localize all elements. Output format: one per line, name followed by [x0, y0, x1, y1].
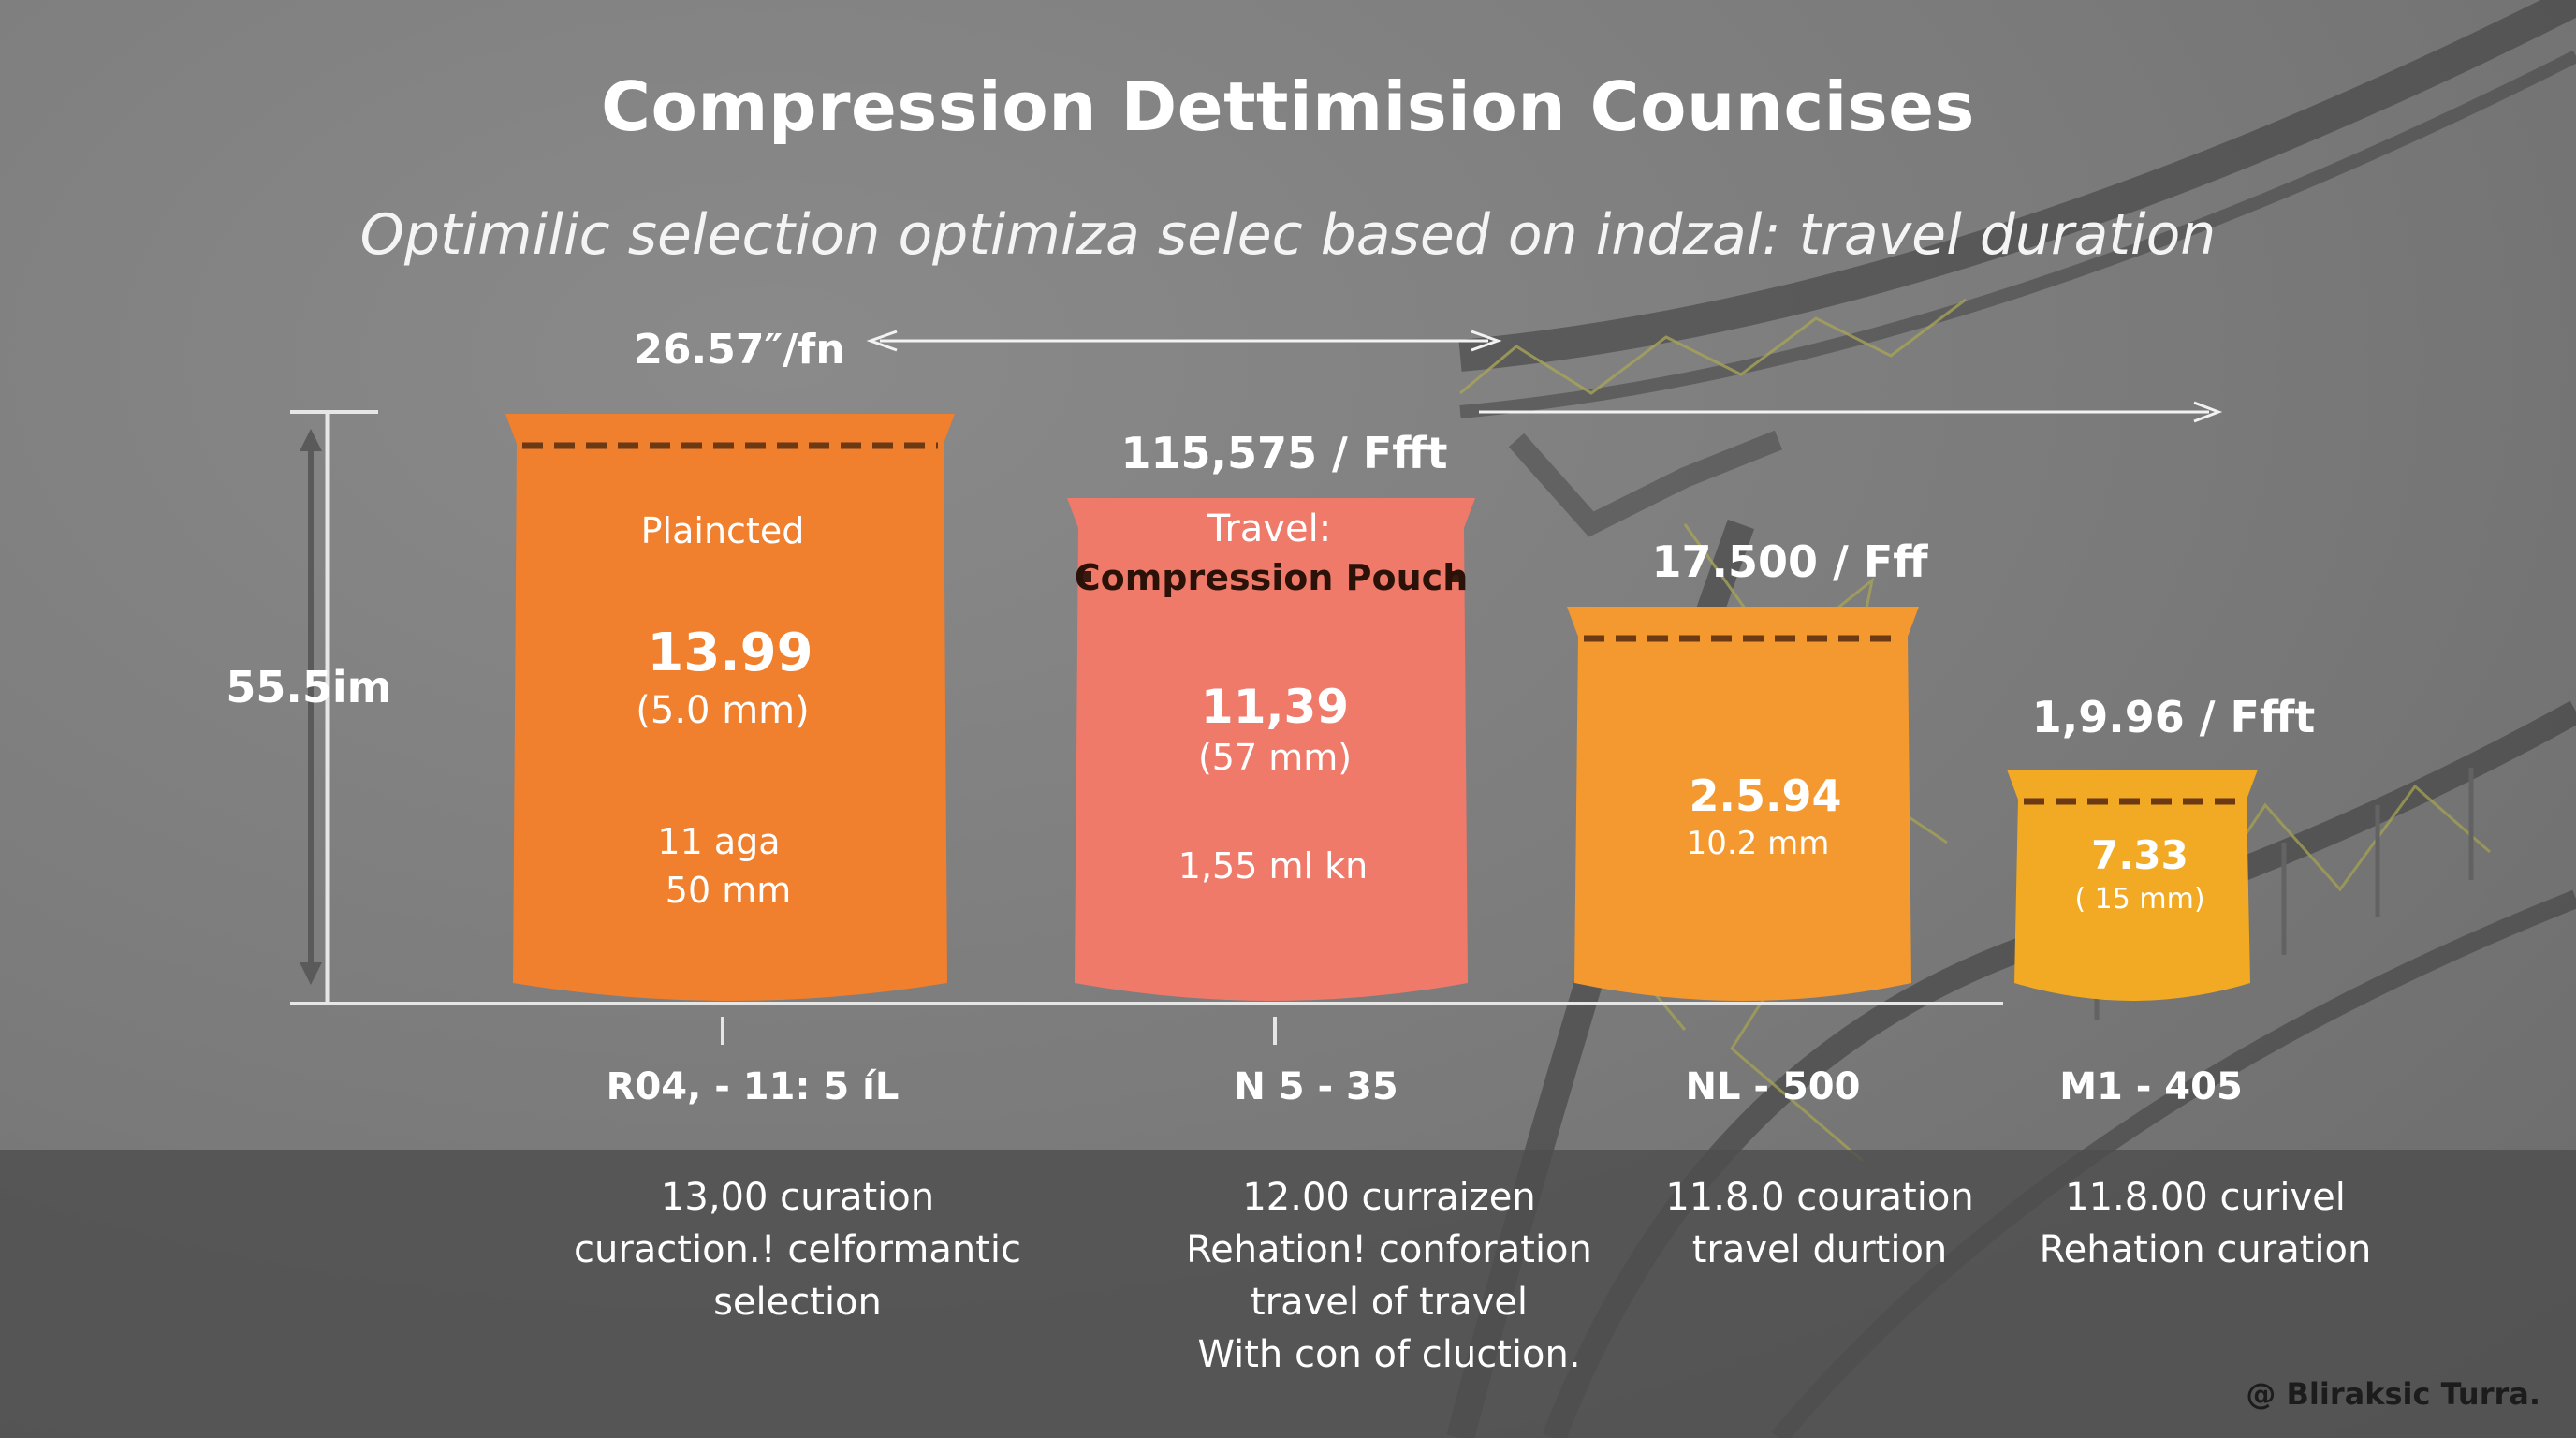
caption-2-line-4: With con of cluction. [1197, 1333, 1580, 1376]
y-range-arrowhead-down [300, 962, 322, 985]
caption-4-line-2: Rehation curation [2040, 1228, 2372, 1271]
chart-subtitle: Optimilic selection optimiza selec based… [359, 202, 2217, 268]
top-arrow-head-left [866, 330, 898, 352]
x-tick-label-3: NL - 500 [1686, 1065, 1861, 1108]
bar-4-sub-label: ( 15 mm) [2074, 883, 2204, 916]
bar-3-top-label: 17.500 / Fff [1651, 536, 1928, 587]
caption-1-line-3: selection [713, 1281, 882, 1324]
bar-1 [505, 414, 955, 1001]
x-tick-label-1: R04, - 11: 5 íL [607, 1065, 900, 1108]
caption-4-line-1: 11.8.00 curivel [2065, 1176, 2346, 1219]
bar-2-header: Travel: [1207, 507, 1331, 550]
caption-2-line-2: Rehation! conforation [1186, 1228, 1592, 1271]
caption-1-line-1: 13,00 curation [661, 1176, 934, 1219]
y-range-arrowhead-up [300, 429, 322, 451]
y-axis-label: 55.5im [226, 662, 391, 712]
bar-3-sub-label: 10.2 mm [1687, 825, 1830, 862]
bar-1-header: Plaincted [641, 510, 805, 551]
bar-2-sub-label: (57 mm) [1198, 737, 1352, 778]
x-tick-label-4: M1 - 405 [2059, 1065, 2243, 1108]
bar-3-value-label: 2.5.94 [1690, 770, 1842, 821]
bar-2 [1067, 498, 1475, 1001]
caption-band [0, 1150, 2576, 1438]
top-arrow-head-right [1471, 330, 1502, 352]
image-credit: @ Bliraksic Turra. [2246, 1376, 2540, 1412]
caption-2-line-1: 12.00 curraizen [1242, 1176, 1535, 1219]
chart-annotations: 55.5im 26.57″/fn [226, 326, 2223, 1045]
bar-2-header-2: Compression Pouch [1075, 557, 1469, 598]
bar-3 [1567, 607, 1919, 1001]
labels-layer: R04, - 11: 5 íL Plaincted 13.99 (5.0 mm) 11 … [607, 428, 2316, 1108]
bar-1-sub-label: (5.0 mm) [636, 689, 809, 732]
bars-layer [505, 414, 2258, 1001]
caption-1-line-2: curaction.! celformantic [574, 1228, 1021, 1271]
bar-1-value-label: 13.99 [647, 623, 812, 683]
bar-4 [2007, 770, 2258, 1001]
bar-2-value-label: 11,39 [1201, 680, 1349, 734]
chart-title: Compression Dettimision Councises [601, 67, 1975, 146]
bar-4-top-label: 1,9.96 / Ffft [2032, 692, 2315, 742]
caption-2-line-3: travel of travel [1251, 1281, 1528, 1324]
bar-2-marker-left [1080, 571, 1091, 582]
bar-2-extra-1: 1,55 ml kn [1178, 845, 1368, 887]
bar-2-top-label: 115,575 / Ffft [1120, 428, 1447, 478]
caption-3-line-2: travel durtion [1692, 1228, 1948, 1271]
top-arrow-label: 26.57″/fn [634, 326, 844, 374]
bar-1-extra-1: 11 aga [657, 821, 780, 862]
bar-4-value-label: 7.33 [2091, 832, 2188, 878]
bar-2-marker-right [1449, 571, 1460, 582]
right-arrow-head [2193, 401, 2223, 423]
x-tick-label-2: N 5 - 35 [1234, 1065, 1398, 1108]
bar-1-extra-2: 50 mm [666, 870, 791, 911]
caption-3-line-1: 11.8.0 couration [1665, 1176, 1973, 1219]
